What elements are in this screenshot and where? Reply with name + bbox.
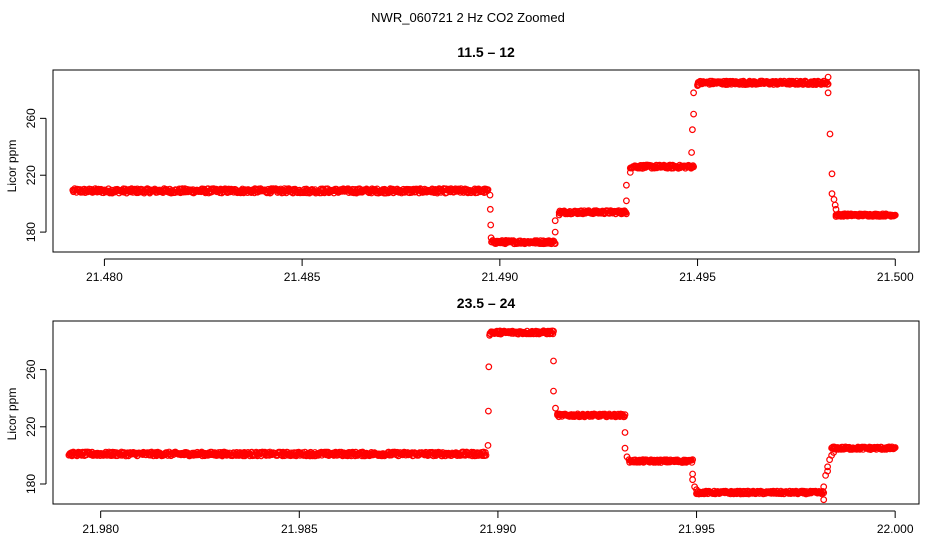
y-tick-label: 180: [24, 474, 38, 494]
y-axis: 180 220 260: [24, 108, 47, 242]
data-point: [891, 211, 899, 219]
data-point: [690, 163, 697, 171]
transition-point: [824, 463, 831, 471]
transition-point: [554, 410, 561, 418]
x-tick-label: 21.990: [480, 522, 517, 536]
transition-point: [690, 89, 697, 97]
transition-point: [551, 228, 559, 236]
transition-point: [694, 82, 701, 89]
panel-title: 11.5 – 12: [457, 44, 515, 60]
x-tick-label: 21.490: [481, 270, 518, 284]
data-point: [623, 210, 630, 218]
transition-point: [832, 213, 840, 220]
data-point: [621, 411, 629, 419]
data-point: [688, 459, 696, 466]
x-axis: 21.980 21.985 21.990 21.995 22.000: [82, 510, 914, 536]
x-tick-label: 21.485: [284, 270, 321, 284]
transition-point: [690, 110, 697, 118]
transition-point: [623, 453, 631, 461]
chart-panel-2: 23.5 – 24 Licor ppm 21.980 21.985 21.990 21…: [5, 295, 920, 536]
data-points: [69, 73, 899, 248]
transition-point: [689, 476, 696, 484]
transition-point: [484, 442, 492, 449]
data-point: [824, 80, 832, 88]
y-axis: 180 220 260: [24, 359, 47, 494]
transition-point: [621, 444, 629, 452]
y-tick-label: 260: [24, 108, 38, 128]
transition-point: [826, 130, 834, 138]
transition-point: [555, 211, 563, 219]
data-points: [65, 327, 899, 504]
transition-point: [688, 149, 695, 156]
transition-point: [626, 168, 634, 176]
transition-point: [830, 195, 838, 203]
panel-title: 23.5 – 24: [457, 295, 516, 311]
transition-point: [832, 205, 840, 213]
transition-point: [487, 221, 495, 229]
transition-point: [831, 201, 839, 209]
y-tick-label: 220: [24, 416, 38, 436]
transition-point: [487, 234, 495, 242]
transition-point: [552, 404, 559, 412]
data-point: [549, 330, 557, 338]
data-point: [551, 240, 559, 248]
y-tick-label: 180: [24, 222, 38, 242]
transition-point: [828, 190, 836, 198]
x-tick-label: 21.495: [679, 270, 716, 284]
y-tick-label: 220: [24, 165, 38, 185]
x-tick-label: 22.000: [877, 522, 914, 536]
plot-frame: [52, 320, 920, 505]
x-tick-label: 21.985: [281, 522, 318, 536]
transition-point: [824, 73, 832, 81]
transition-point: [485, 407, 492, 415]
transition-point: [550, 387, 557, 395]
transition-point: [551, 217, 559, 225]
transition-point: [486, 331, 494, 339]
data-point: [891, 444, 899, 451]
data-point: [550, 327, 557, 335]
transition-point: [621, 429, 629, 436]
transition-point: [820, 483, 828, 491]
plot-frame: [52, 69, 920, 253]
x-tick-label: 21.995: [678, 522, 715, 536]
transition-point: [488, 238, 495, 246]
x-tick-label: 21.480: [86, 270, 123, 284]
figure-title: NWR_060721 2 Hz CO2 Zoomed: [371, 10, 565, 25]
data-point: [482, 449, 489, 456]
transition-point: [689, 126, 696, 134]
transition-point: [623, 197, 630, 205]
y-axis-label: Licor ppm: [5, 140, 19, 193]
transition-point: [830, 449, 837, 456]
transition-point: [824, 89, 832, 97]
data-point: [482, 451, 490, 459]
transition-point: [550, 357, 557, 365]
transition-point: [485, 363, 493, 371]
y-tick-label: 260: [24, 359, 38, 379]
transition-point: [486, 191, 494, 199]
transition-point: [689, 470, 696, 478]
transition-point: [820, 496, 828, 504]
chart-panel-1: 11.5 – 12 Licor ppm 21.480 21.485 21.490 21…: [5, 44, 920, 284]
x-tick-label: 21.980: [82, 522, 119, 536]
x-tick-label: 21.500: [877, 270, 914, 284]
transition-point: [623, 181, 630, 189]
transition-point: [828, 170, 836, 178]
data-point: [689, 456, 696, 464]
y-axis-label: Licor ppm: [5, 388, 19, 441]
transition-point: [693, 486, 700, 494]
transition-point: [824, 467, 831, 475]
transition-point: [486, 205, 494, 213]
x-axis: 21.480 21.485 21.490 21.495 21.500: [86, 258, 914, 284]
